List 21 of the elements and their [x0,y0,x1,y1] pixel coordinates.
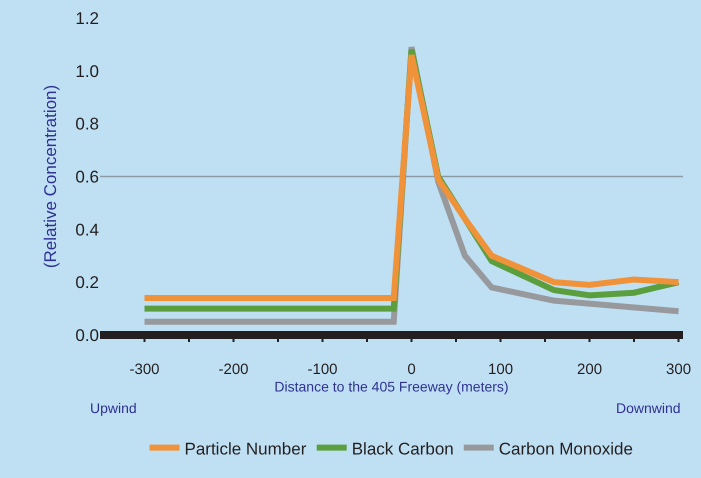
y-axis-title: (Relative Concentration) [40,84,60,268]
y-tick-label: 0.2 [75,273,99,292]
x-tick-label: 200 [577,361,602,378]
legend-label: Carbon Monoxide [498,439,633,458]
x-tick-label: -300 [129,361,160,378]
x-tick-label: 0 [407,361,416,378]
x-axis-title: Distance to the 405 Freeway (meters) [274,378,509,394]
x-tick-label: -200 [218,361,249,378]
text: Downwind [616,400,681,416]
text: Upwind [90,400,137,416]
y-tick-label: 0.0 [75,326,99,345]
legend-label: Black Carbon [352,439,454,458]
y-tick-label: 0.6 [75,167,99,186]
y-tick-label: 1.0 [75,62,99,81]
x-tick-label: 300 [666,361,692,378]
x-tick-label: -100 [308,361,338,378]
y-tick-label: 0.8 [75,114,99,134]
y-tick-label: 0.4 [75,220,99,240]
y-tick-label: 1.2 [75,8,99,28]
x-tick-label: 100 [488,361,514,378]
legend-label: Particle Number [184,439,307,458]
